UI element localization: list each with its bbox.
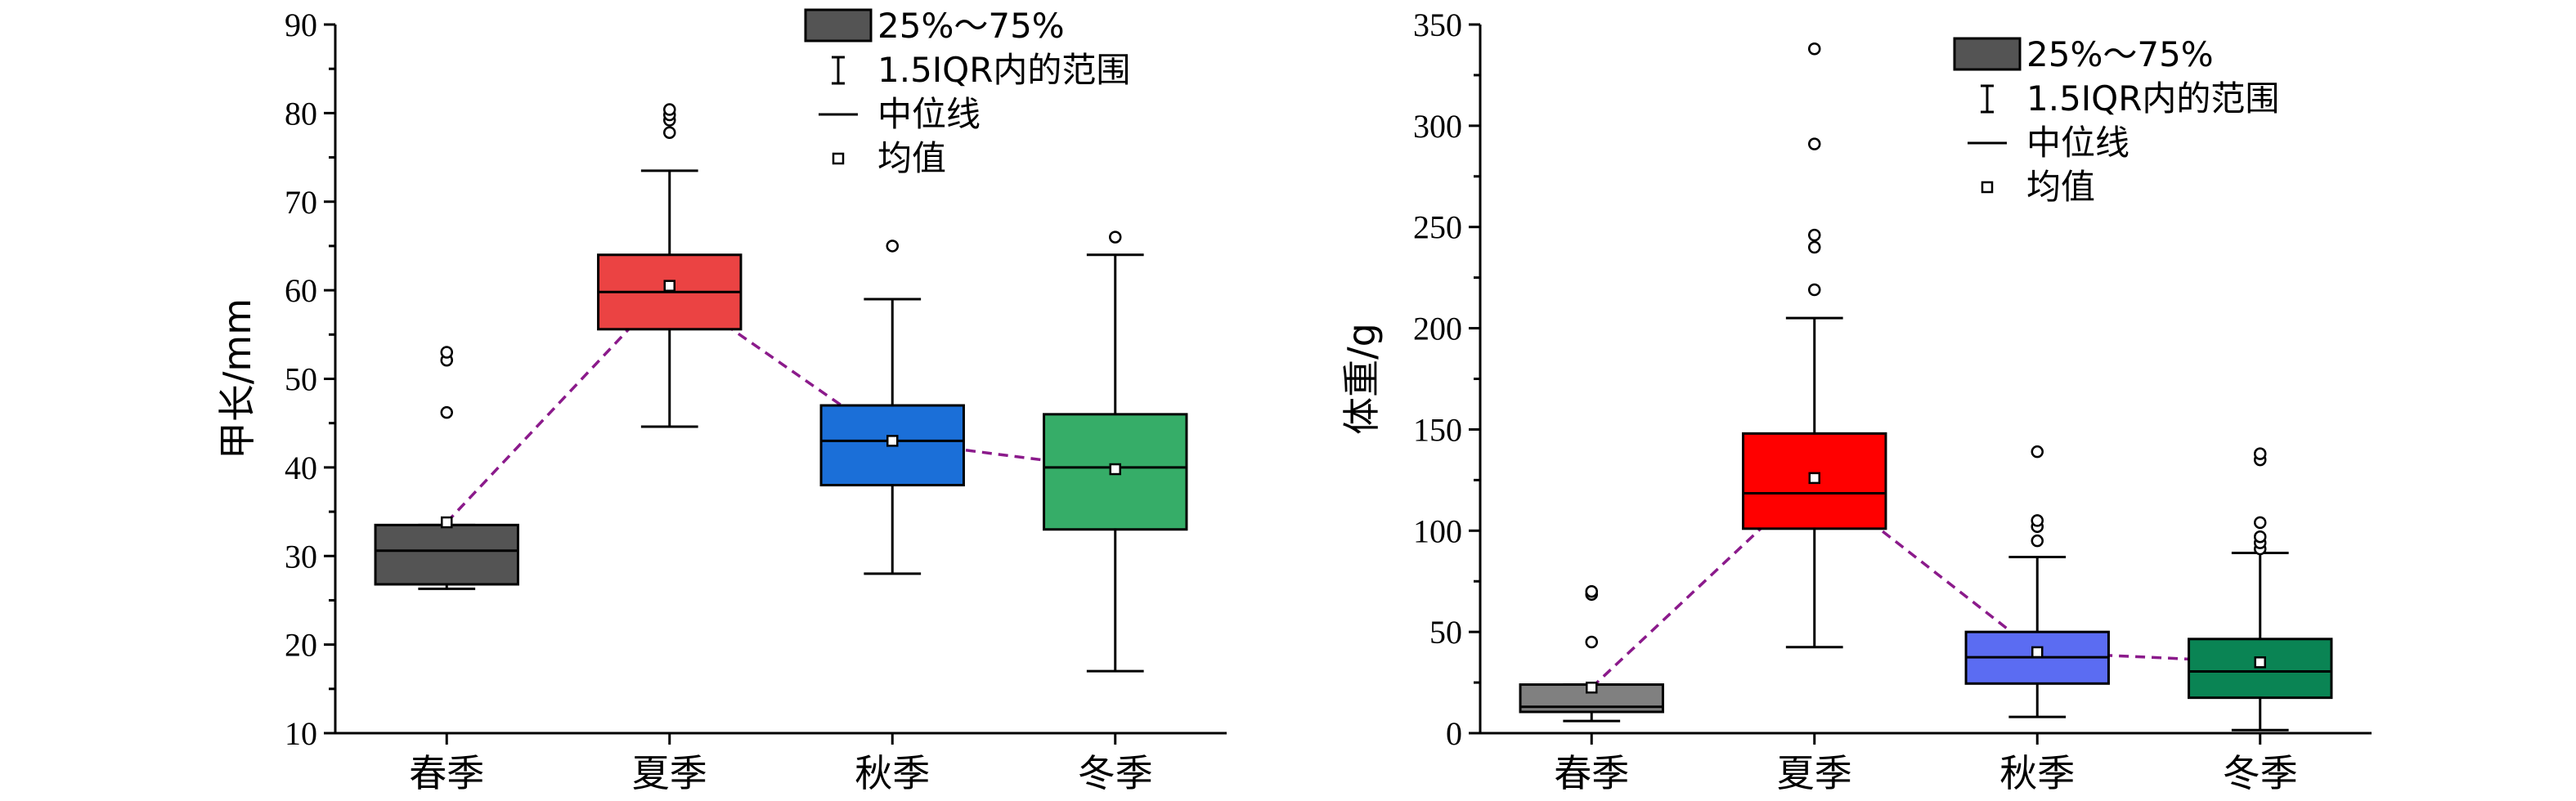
outlier-point bbox=[440, 405, 453, 419]
outlier-point bbox=[1808, 42, 1821, 56]
y-tick-label: 350 bbox=[1413, 7, 1462, 43]
legend-mean-icon bbox=[1981, 181, 1994, 194]
y-tick-label: 250 bbox=[1413, 209, 1462, 246]
box-plot-2 bbox=[597, 103, 743, 428]
legend-swatch-iqr bbox=[1953, 37, 2022, 71]
chart-body-length: 10 20 30 40 50 60 70 80 90 甲长/mm 春季 夏季 秋季 冬季 25%～75%1.… bbox=[215, 6, 1227, 795]
y-tick-label: 70 bbox=[285, 184, 317, 221]
y-tick-label: 60 bbox=[285, 272, 317, 309]
outlier-point bbox=[886, 239, 899, 253]
y-tick-label: 50 bbox=[1429, 614, 1462, 651]
y-tick-label: 200 bbox=[1413, 311, 1462, 347]
x-tick-label: 春季 bbox=[409, 751, 484, 795]
legend-label-mean: 均值 bbox=[2026, 167, 2095, 207]
mean-marker bbox=[2031, 646, 2044, 659]
x-tick-label: 秋季 bbox=[1999, 751, 2075, 795]
mean-marker bbox=[886, 435, 899, 447]
x-tick-label: 夏季 bbox=[632, 751, 707, 795]
outlier-point bbox=[1808, 137, 1821, 150]
mean-marker bbox=[1109, 463, 1121, 476]
outlier-point bbox=[2031, 514, 2044, 527]
mean-marker bbox=[441, 516, 453, 529]
outlier-point bbox=[1808, 228, 1821, 242]
outlier-point bbox=[1808, 283, 1821, 297]
x-tick-label: 春季 bbox=[1554, 751, 1629, 795]
outlier-point bbox=[2031, 534, 2044, 548]
y-tick-label: 150 bbox=[1413, 411, 1462, 448]
y-tick-label: 30 bbox=[285, 538, 317, 575]
box-plot-1 bbox=[1519, 584, 1664, 723]
y-axis-title: 体重/g bbox=[1340, 323, 1384, 435]
y-tick-label: 100 bbox=[1413, 512, 1462, 549]
legend-label-mean: 均值 bbox=[877, 138, 946, 178]
mean-trend-line bbox=[445, 284, 1115, 524]
x-tick-label: 夏季 bbox=[1777, 751, 1852, 795]
mean-trend-line bbox=[1591, 476, 2260, 689]
outlier-point bbox=[2254, 530, 2267, 544]
box-plot-1 bbox=[374, 346, 519, 590]
legend-label-median: 中位线 bbox=[2026, 123, 2129, 163]
y-tick-label: 20 bbox=[285, 627, 317, 664]
y-axis-title: 甲长/mm bbox=[215, 298, 259, 459]
x-tick-label: 冬季 bbox=[2223, 751, 2298, 795]
y-tick-label: 80 bbox=[285, 95, 317, 132]
outlier-point bbox=[2254, 447, 2267, 460]
outlier-point bbox=[1808, 240, 1821, 254]
mean-marker bbox=[2254, 656, 2266, 669]
outlier-point bbox=[1585, 584, 1598, 598]
y-tick-label: 90 bbox=[285, 7, 317, 43]
box-plot-4 bbox=[1043, 230, 1188, 673]
box-plot-4 bbox=[2188, 447, 2333, 732]
chart-body-weight: 0 50 100 150 200 250 300 350 体重/g 春季 夏季 秋季 冬季 25%～75%… bbox=[1340, 7, 2372, 795]
outlier-point bbox=[663, 126, 676, 139]
legend-label-whisker: 1.5IQR内的范围 bbox=[2026, 78, 2279, 119]
outlier-point bbox=[1585, 635, 1598, 649]
legend-swatch-iqr bbox=[804, 8, 873, 43]
x-tick-label: 冬季 bbox=[1078, 751, 1153, 795]
y-tick-label: 300 bbox=[1413, 108, 1462, 145]
outlier-point bbox=[440, 346, 453, 359]
mean-marker bbox=[663, 280, 675, 292]
legend-label-whisker: 1.5IQR内的范围 bbox=[877, 50, 1130, 90]
outlier-point bbox=[1109, 230, 1122, 244]
outlier-point bbox=[663, 103, 676, 116]
legend-mean-icon bbox=[832, 152, 845, 165]
outlier-point bbox=[2254, 516, 2267, 530]
x-tick-label: 秋季 bbox=[855, 751, 930, 795]
y-tick-label: 50 bbox=[285, 361, 317, 398]
outlier-point bbox=[2031, 445, 2044, 459]
box-plot-3 bbox=[1964, 445, 2110, 718]
mean-marker bbox=[1586, 682, 1598, 694]
y-tick-label: 40 bbox=[285, 450, 317, 486]
box-plot-3 bbox=[819, 239, 965, 575]
box-plot-2 bbox=[1742, 42, 1887, 649]
iqr-box bbox=[2188, 638, 2333, 700]
y-tick-label: 10 bbox=[285, 715, 317, 752]
y-tick-label: 0 bbox=[1446, 715, 1462, 752]
legend-label-iqr: 25%～75% bbox=[2026, 34, 2214, 74]
iqr-box bbox=[374, 523, 519, 586]
legend-label-median: 中位线 bbox=[877, 94, 981, 134]
mean-marker bbox=[1808, 472, 1820, 485]
legend-label-iqr: 25%～75% bbox=[877, 6, 1065, 46]
